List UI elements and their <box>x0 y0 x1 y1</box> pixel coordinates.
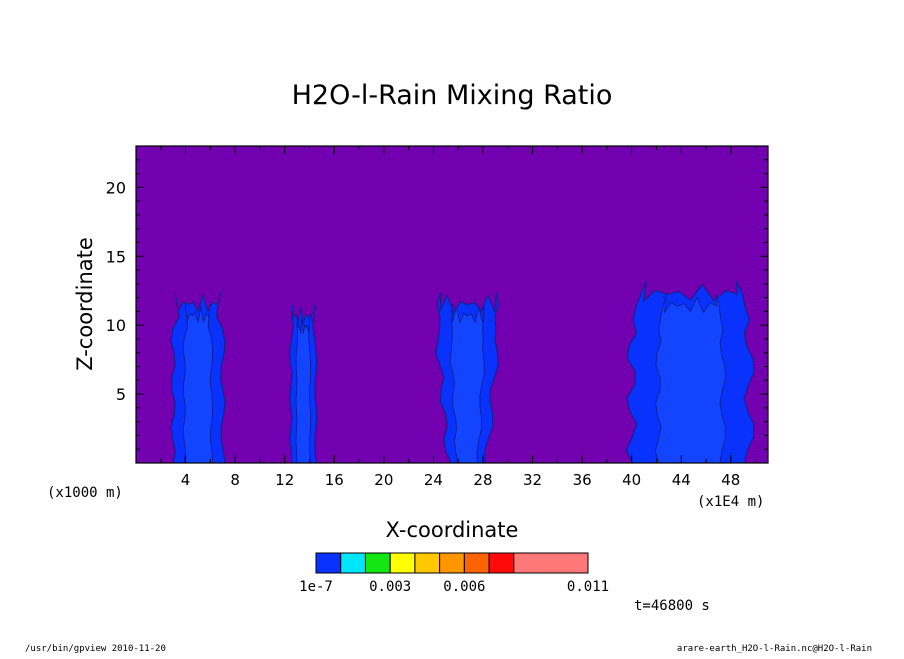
colorbar-swatch <box>439 552 465 574</box>
x-tick-label: 24 <box>424 471 443 489</box>
colorbar-swatch <box>340 552 366 574</box>
colorbar: 1e-7 0.003 0.006 0.011 <box>299 552 609 595</box>
colorbar-swatch <box>513 552 589 574</box>
colorbar-swatch <box>389 552 416 574</box>
x-tick-label: 44 <box>672 471 691 489</box>
footer-left: /usr/bin/gpview 2010-11-20 <box>25 644 166 654</box>
rain-cell-core <box>654 293 726 464</box>
x-tick-label: 32 <box>523 471 542 489</box>
y-tick-label: 5 <box>116 385 126 404</box>
colorbar-label: 1e-7 <box>299 579 333 595</box>
rain-cell-edge <box>289 304 318 464</box>
y-tick-label: 20 <box>106 178 126 197</box>
x-tick-label: 16 <box>325 471 344 489</box>
x-tick-label: 48 <box>721 471 740 489</box>
x-tick-label: 12 <box>275 471 294 489</box>
colorbar-swatch <box>463 552 490 574</box>
rain-cell-edge <box>626 280 755 464</box>
x-axis-label: X-coordinate <box>386 518 519 542</box>
colorbar-label: 0.011 <box>567 579 609 595</box>
x-tick-label: 28 <box>473 471 492 489</box>
rain-cell-core <box>182 304 214 464</box>
chart-title: H2O-l-Rain Mixing Ratio <box>292 80 613 111</box>
x-tick-label: 4 <box>181 471 191 489</box>
time-label: t=46800 s <box>634 598 710 614</box>
y-tick-label: 15 <box>106 247 126 266</box>
rain-cell-core <box>449 304 485 464</box>
colorbar-swatch <box>488 552 515 574</box>
rain-cell-edge <box>170 292 226 464</box>
x-unit-left: (x1000 m) <box>47 485 123 501</box>
x-tick-label: 40 <box>622 471 641 489</box>
colorbar-label: 0.006 <box>443 579 485 595</box>
y-tick-label: 10 <box>106 316 126 335</box>
colorbar-swatch <box>315 552 342 574</box>
colorbar-swatch <box>414 552 441 574</box>
x-tick-label: 36 <box>573 471 592 489</box>
x-tick-label: 8 <box>230 471 240 489</box>
footer-right: arare-earth_H2O-l-Rain.nc@H2O-l-Rain <box>677 644 872 654</box>
colorbar-swatch <box>364 552 391 574</box>
colorbar-label: 0.003 <box>369 579 411 595</box>
rain-cells <box>170 280 755 464</box>
x-unit-right: (x1E4 m) <box>697 494 764 510</box>
plot-frame <box>135 145 769 464</box>
y-axis-label: Z-coordinate <box>73 237 97 371</box>
x-tick-label: 20 <box>374 471 393 489</box>
rain-cell-core <box>295 315 312 464</box>
rain-cell-edge <box>435 292 499 464</box>
